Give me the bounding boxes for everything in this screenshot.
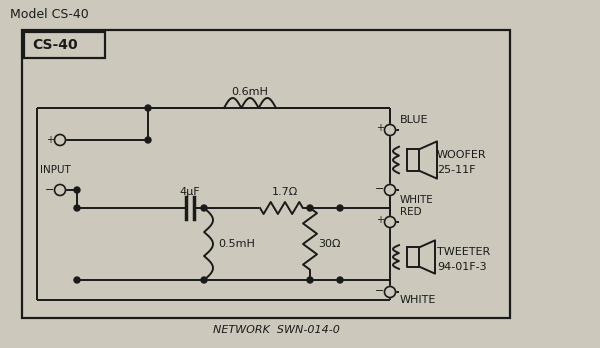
Text: −: − [376,286,385,296]
Circle shape [55,134,65,145]
Text: +: + [376,123,384,133]
Circle shape [385,216,395,228]
Text: NETWORK  SWN-014-0: NETWORK SWN-014-0 [212,325,340,335]
Circle shape [145,105,151,111]
Circle shape [74,277,80,283]
Circle shape [74,187,80,193]
Text: 4μF: 4μF [179,187,200,197]
Text: 0.6mH: 0.6mH [232,87,268,97]
Text: −: − [46,185,55,195]
Text: 94-01F-3: 94-01F-3 [437,262,487,272]
Text: 25-11F: 25-11F [437,165,476,175]
Text: BLUE: BLUE [400,115,428,125]
Circle shape [307,277,313,283]
Text: 30Ω: 30Ω [318,239,341,249]
Text: WHITE
RED: WHITE RED [400,195,434,217]
Text: WHITE: WHITE [400,295,436,305]
Circle shape [385,184,395,196]
Text: 0.5mH: 0.5mH [218,239,255,249]
Circle shape [201,205,207,211]
Circle shape [307,205,313,211]
Text: −: − [376,184,385,194]
Circle shape [385,286,395,298]
Circle shape [74,205,80,211]
Text: WOOFER: WOOFER [437,150,487,160]
Text: Model CS-40: Model CS-40 [10,8,89,21]
Text: 1.7Ω: 1.7Ω [272,187,298,197]
Text: +: + [376,215,384,225]
Text: TWEETER: TWEETER [437,247,490,257]
Circle shape [201,277,207,283]
Circle shape [385,125,395,135]
Text: +: + [46,135,54,145]
Circle shape [55,184,65,196]
Text: INPUT: INPUT [40,165,70,175]
Circle shape [337,277,343,283]
Circle shape [145,137,151,143]
Circle shape [337,205,343,211]
Text: CS-40: CS-40 [32,38,77,52]
